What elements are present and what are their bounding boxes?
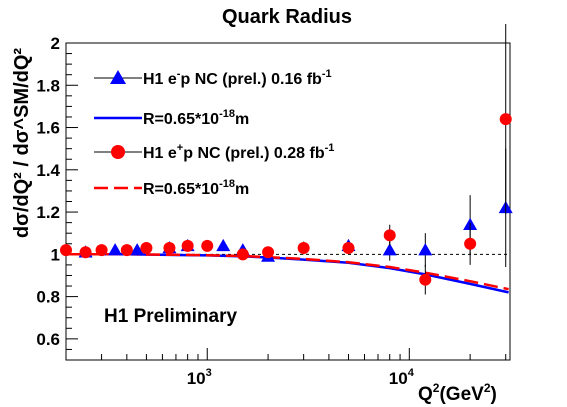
legend-label: R=0.65*10-18m (143, 108, 249, 128)
x-tick-label: 103 (187, 367, 212, 388)
point-triangle (216, 238, 231, 252)
y-tick-label: 1 (51, 245, 60, 264)
x-tick-label: 104 (389, 367, 415, 388)
point-circle (163, 241, 176, 254)
point-circle (236, 248, 249, 261)
x-label-unit-sup: 2 (484, 381, 491, 395)
model-curve-eplus (66, 253, 509, 291)
model-curves (66, 253, 509, 294)
model-curve-eminus (66, 253, 509, 294)
point-circle (464, 237, 477, 250)
x-label-q-sup: 2 (433, 381, 440, 395)
y-axis: 0.6 0.8 1 1.2 1.4 1.6 1.8 2 (36, 34, 78, 361)
point-circle (120, 244, 133, 257)
chart-title: Quark Radius (222, 6, 352, 28)
x-axis-label: Q2(GeV2) (418, 381, 497, 405)
y-axis-label-text: dσ/dQ² / dσ^SM/dQ² (11, 48, 33, 238)
point-circle (342, 241, 355, 254)
legend-circle-icon (111, 145, 125, 159)
legend-label: H1 e-p NC (prel.) 0.16 fb-1 (143, 68, 332, 88)
point-circle (419, 273, 432, 286)
point-circle (297, 241, 310, 254)
x-label-unit-post: ) (491, 384, 497, 405)
y-tick-label: 1.8 (36, 76, 60, 95)
point-circle (181, 239, 194, 252)
y-tick-label: 2 (51, 34, 60, 53)
point-circle (95, 244, 108, 257)
data-points (60, 23, 513, 295)
legend-label: R=0.65*10-18m (143, 178, 249, 198)
point-circle (201, 239, 214, 252)
legend: H1 e-p NC (prel.) 0.16 fb-1 R=0.65*10-18m… (94, 68, 334, 198)
point-circle (499, 113, 512, 126)
point-circle (140, 241, 153, 254)
point-circle (262, 246, 275, 259)
y-tick-label: 1.2 (36, 203, 60, 222)
y-axis-label: dσ/dQ² / dσ^SM/dQ² (11, 48, 33, 238)
x-label-q: Q (418, 384, 433, 405)
point-triangle (108, 243, 123, 256)
y-tick-label: 0.8 (36, 288, 60, 307)
y-tick-label: 1.4 (36, 161, 60, 180)
legend-label: H1 e+p NC (prel.) 0.28 fb-1 (143, 142, 334, 162)
point-circle (79, 246, 92, 259)
x-label-unit-pre: (GeV (439, 384, 484, 405)
annotation-h1-preliminary: H1 Preliminary (104, 306, 237, 327)
point-triangle (130, 243, 145, 256)
y-tick-label: 0.6 (36, 330, 60, 349)
point-triangle (418, 243, 433, 256)
legend-triangle-icon (110, 70, 126, 84)
y-tick-label: 1.6 (36, 119, 60, 138)
point-circle (383, 229, 396, 242)
point-triangle (382, 243, 397, 256)
point-circle (60, 244, 72, 257)
x-axis: 103 104 (65, 348, 507, 388)
